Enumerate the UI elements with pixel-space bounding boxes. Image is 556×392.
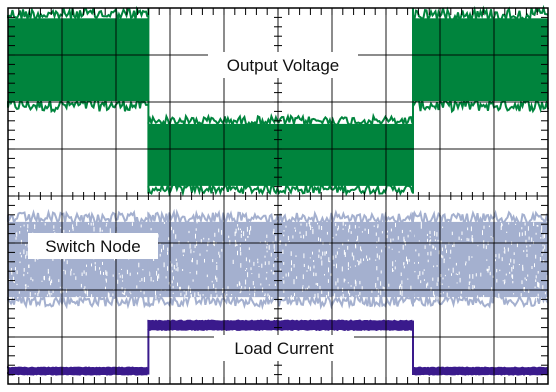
load-current-label-box: Load Current [214,335,354,361]
switch-node-segment-3 [413,221,548,298]
output-voltage-segment-2 [148,123,413,186]
switch-node-noise-top-2 [147,208,414,228]
output-voltage-noise-top-3 [412,4,549,24]
switch-node-noise-top-3 [412,209,549,227]
trace-layer [7,4,549,376]
load-current-label: Load Current [234,339,334,358]
load-current-segment-2 [148,321,413,329]
load-current-noise-top-1 [7,366,148,370]
switch-node-label-box: Switch Node [28,233,158,259]
load-current-trace [7,319,549,376]
switch-node-noise-top-1 [7,208,149,227]
load-current-segment-1 [8,368,149,374]
output-voltage-noise-bottom-2 [147,180,414,197]
load-current-noise-top-2 [147,319,413,323]
switch-node-label: Switch Node [45,237,140,256]
output-voltage-label-box: Output Voltage [208,52,358,78]
switch-node-speckle-2 [148,222,414,300]
output-voltage-noise-top-1 [7,5,149,24]
load-current-noise-bottom-1 [7,372,148,376]
output-voltage-segment-3 [413,18,548,101]
load-current-segment-3 [413,368,548,374]
load-current-noise-bottom-2 [147,327,413,332]
output-voltage-trace [7,4,549,197]
output-voltage-segment-1 [8,18,149,101]
load-current-noise-bottom-3 [412,372,549,376]
switch-node-noise-bottom-1 [7,291,149,310]
plot-border [7,7,549,385]
output-voltage-label: Output Voltage [227,56,339,75]
load-current-noise-top-3 [412,366,549,370]
switch-node-noise-bottom-3 [412,292,549,309]
